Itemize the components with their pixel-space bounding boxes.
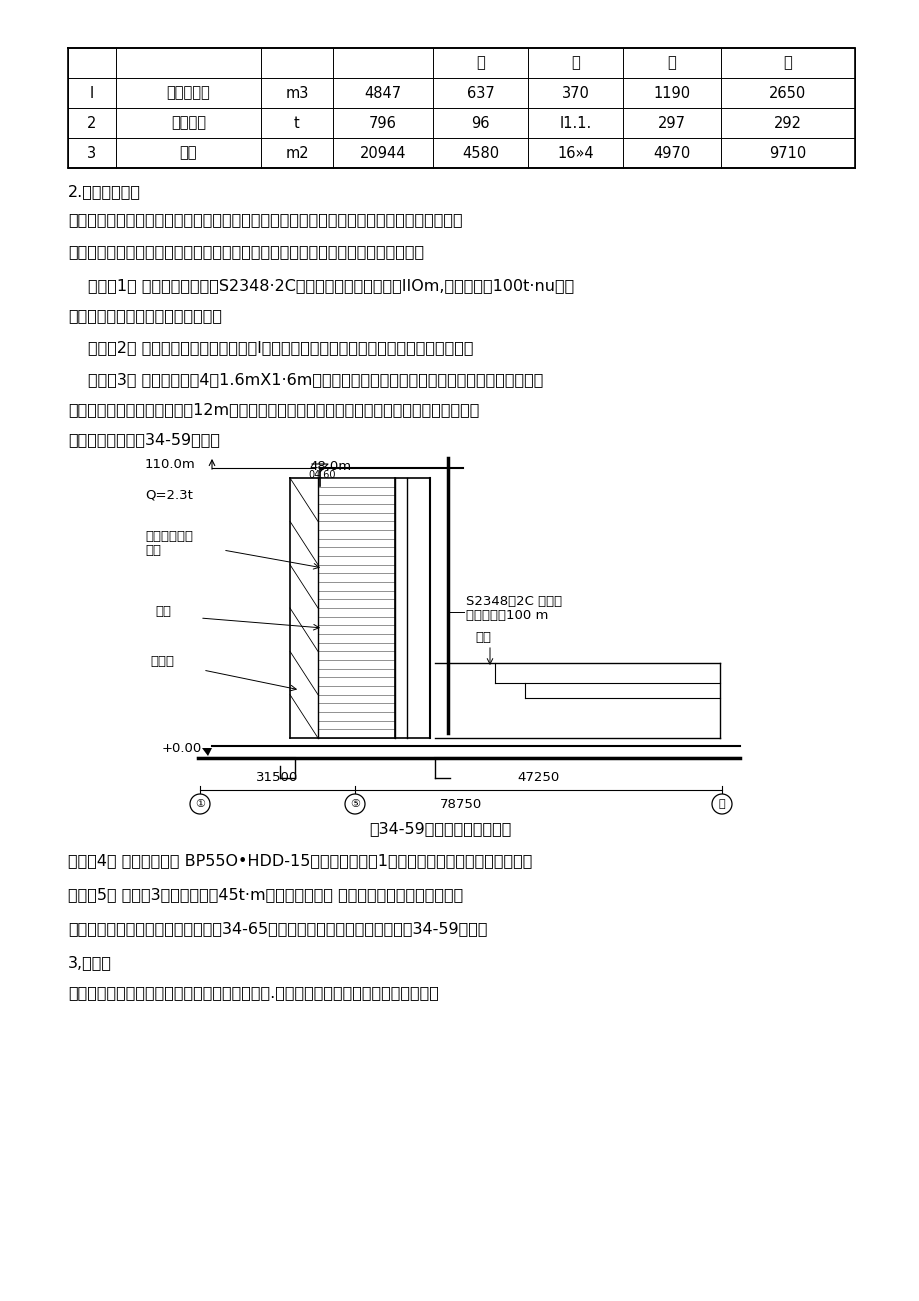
Text: 墙: 墙: [476, 56, 484, 70]
Text: 垂直运输机械的选择，通过计穿工作幅度、起更尚度、起重量和起坨力矩等主要参数及塔: 垂直运输机械的选择，通过计穿工作幅度、起更尚度、起重量和起坨力矩等主要参数及塔: [68, 212, 462, 226]
Text: 钉筋混凝土: 钉筋混凝土: [166, 86, 210, 100]
Text: 1190: 1190: [652, 86, 690, 100]
Text: 急运输设备，如图34-59所东。: 急运输设备，如图34-59所东。: [68, 432, 220, 448]
Text: 96: 96: [471, 116, 489, 130]
Text: 裙楼及塔楼主要机械平面布置，如图34-65所示；塔楼机械立面示意图，如图34-59所示。: 裙楼及塔楼主要机械平面布置，如图34-65所示；塔楼机械立面示意图，如图34-5…: [68, 921, 487, 935]
Text: 柱: 柱: [571, 56, 579, 70]
Text: 板: 板: [783, 56, 791, 70]
Text: （4） 在塔楼外側设 BP55O•HDD-15型混凝土输送泵1台，负责混凝土垂直和水平运输。: （4） 在塔楼外側设 BP55O•HDD-15型混凝土输送泵1台，负责混凝土垂直…: [68, 853, 532, 868]
Text: 裙楼: 裙楼: [474, 631, 491, 644]
Text: 4580: 4580: [461, 146, 498, 160]
Text: 塔式起重机100 m: 塔式起重机100 m: [466, 609, 548, 622]
Text: 292: 292: [773, 116, 801, 130]
Text: （1） 在塔楼南側设一台S2348·2C型定点塔式起重机，机高IIOm,起重能力为100t·nu负货: （1） 在塔楼南側设一台S2348·2C型定点塔式起重机，机高IIOm,起重能力…: [88, 278, 573, 293]
Text: 16»4: 16»4: [557, 146, 593, 160]
Text: ①: ①: [195, 799, 205, 809]
Text: 绳，井架总保持高于施工楼层12m。负责模板、材料及工具运输，并作为混凝土泵故障时的应: 绳，井架总保持高于施工楼层12m。负责模板、材料及工具运输，并作为混凝土泵故障时…: [68, 402, 479, 418]
Text: 796: 796: [369, 116, 396, 130]
Text: 48.0m: 48.0m: [309, 461, 351, 474]
Text: +0.00: +0.00: [162, 742, 202, 755]
Text: 370: 370: [561, 86, 589, 100]
Text: 井架: 井架: [154, 605, 171, 618]
Text: 棁: 棁: [667, 56, 675, 70]
Text: t: t: [294, 116, 300, 130]
Circle shape: [345, 794, 365, 814]
Text: 31500: 31500: [256, 771, 299, 785]
Text: 3: 3: [87, 146, 96, 160]
Text: S2348－2C 型定点: S2348－2C 型定点: [466, 595, 562, 608]
Text: 20944: 20944: [359, 146, 406, 160]
Circle shape: [190, 794, 210, 814]
Text: 110.0m: 110.0m: [145, 458, 196, 471]
Text: ⑪: ⑪: [718, 799, 724, 809]
Text: 2650: 2650: [768, 86, 806, 100]
Text: 成型钉筋: 成型钉筋: [171, 116, 206, 130]
Text: I1.1.: I1.1.: [559, 116, 591, 130]
Text: 电梯井: 电梯井: [150, 654, 174, 667]
Text: 2: 2: [87, 116, 96, 130]
Text: 04.60: 04.60: [308, 470, 335, 480]
Text: 送管: 送管: [145, 544, 161, 557]
Text: m3: m3: [285, 86, 309, 100]
Text: 塔楼模板和钉筋的水平和垂直运输。: 塔楼模板和钉筋的水平和垂直运输。: [68, 308, 221, 323]
Text: 9710: 9710: [768, 146, 806, 160]
Text: 2.垂直运输机械: 2.垂直运输机械: [68, 183, 141, 199]
Text: 为便于裙楼和塔楼安装模板、绱扔钉筋和外装饰.均采用双排锂管外脚手架。裙楼外脚手: 为便于裙楼和塔楼安装模板、绱扔钉筋和外装饰.均采用双排锂管外脚手架。裙楼外脚手: [68, 985, 438, 1000]
Text: 4847: 4847: [364, 86, 401, 100]
Text: Q=2.3t: Q=2.3t: [145, 488, 193, 501]
Text: 47250: 47250: [516, 771, 559, 785]
Text: 图34-59塔楼机械立面示意图: 图34-59塔楼机械立面示意图: [369, 821, 511, 837]
Text: 297: 297: [657, 116, 686, 130]
Circle shape: [711, 794, 732, 814]
Text: 混凝土垂直输: 混凝土垂直输: [145, 530, 193, 543]
Text: 机的生产率等，进行综合考虑，择优选用。本工程的垂直运输机械的布置方案如下：: 机的生产率等，进行综合考虑，择优选用。本工程的垂直运输机械的布置方案如下：: [68, 245, 424, 259]
Text: （2） 在塔楼西部设双笼施工电梯l台，负责人员、小型工具和零星材料的垂直运输。: （2） 在塔楼西部设双笼施工电梯l台，负责人员、小型工具和零星材料的垂直运输。: [88, 340, 473, 355]
Text: ⑤: ⑤: [349, 799, 359, 809]
Text: 模板: 模板: [179, 146, 197, 160]
Text: 637: 637: [466, 86, 494, 100]
Text: （3） 在中心筒内表4台1.6mX1·6m附塘金属井架，并以角锂做斜撞联成整体，不另设缆风: （3） 在中心筒内表4台1.6mX1·6m附塘金属井架，并以角锂做斜撞联成整体，…: [88, 372, 543, 386]
Text: m2: m2: [285, 146, 309, 160]
Polygon shape: [202, 748, 211, 756]
Text: 3,脚手架: 3,脚手架: [68, 955, 112, 971]
Text: 78750: 78750: [439, 798, 482, 811]
Text: l: l: [90, 86, 94, 100]
Text: （5） 裙楼表3台起坨能力为45t·m的塔式起重机， 负责该楼的水平和垂直运输。: （5） 裙楼表3台起坨能力为45t·m的塔式起重机， 负责该楼的水平和垂直运输。: [68, 887, 463, 902]
Text: 4970: 4970: [652, 146, 690, 160]
